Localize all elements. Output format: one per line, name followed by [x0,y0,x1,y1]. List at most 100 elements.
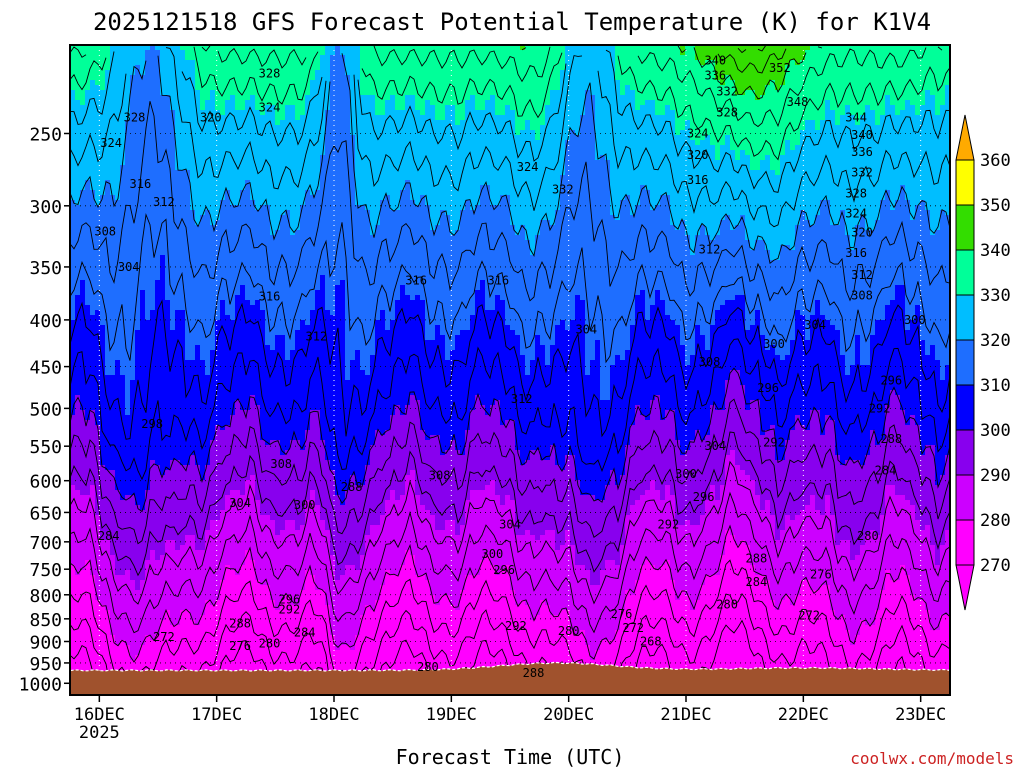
band-cell [250,475,256,561]
band-cell [660,45,666,116]
band-cell [180,45,186,51]
band-cell [535,140,541,236]
band-cell [705,60,711,136]
band-cell [285,595,291,695]
band-cell [865,230,871,366]
band-cell [920,105,926,201]
band-cell [780,45,786,86]
band-cell [690,610,696,695]
band-cell [235,295,241,401]
band-cell [225,425,231,496]
band-cell [560,545,566,611]
band-cell [80,410,86,496]
band-cell [295,530,301,606]
band-cell [760,435,766,511]
band-cell [595,500,601,586]
contour-line [70,367,950,513]
band-cell [690,255,696,356]
band-cell [190,620,196,695]
band-cell [120,640,126,695]
contour-label: 284 [294,626,316,640]
band-cell [375,525,381,601]
band-cell [350,475,356,566]
contour-label: 324 [259,100,281,114]
band-cell [255,300,261,406]
band-cell [865,365,871,456]
band-cell [270,235,276,351]
band-cell [295,230,301,331]
band-cell [215,45,221,111]
band-cell [310,195,316,311]
x-tick-sublabel: 2025 [79,723,120,743]
band-cell [810,45,816,121]
band-cell [550,445,556,531]
band-cell [255,405,261,501]
band-cell [725,135,731,216]
band-cell [500,45,506,116]
band-cell [785,65,791,141]
band-cell [760,95,766,161]
band-cell [305,190,311,326]
band-cell [880,590,886,695]
band-cell [720,485,726,556]
band-cell [750,565,756,695]
band-cell [910,595,916,695]
band-cell [80,495,86,571]
band-cell [680,455,686,526]
band-cell [700,65,706,141]
band-cell [395,405,401,501]
band-cell [700,515,706,586]
band-cell [705,500,711,576]
band-cell [925,355,931,446]
colorbar-segment [955,519,975,566]
band-cell [600,500,606,571]
band-cell [465,575,471,695]
band-cell [515,235,521,336]
contour-label: 292 [869,401,891,415]
band-cell [925,525,931,611]
band-cell [175,625,181,695]
band-cell [795,225,801,311]
band-cell [315,505,321,591]
contour-label: 296 [493,563,515,577]
band-cell [495,400,501,496]
band-cell [450,235,456,351]
contour-label: 300 [763,337,785,351]
band-cell [750,480,756,566]
band-cell [215,110,221,221]
band-cell [170,540,176,626]
band-cell [480,490,486,561]
band-cell [895,45,901,116]
band-cell [145,490,151,561]
band-cell [355,350,361,486]
band-cell [660,115,666,196]
band-cell [780,600,786,695]
contour-label: 272 [153,630,175,644]
band-cell [95,45,101,86]
band-cell [830,610,836,695]
contour-label: 292 [505,619,527,633]
band-cell [305,45,311,96]
band-cell [865,535,871,626]
band-cell [870,530,876,626]
band-cell [440,210,446,336]
band-cell [545,605,551,695]
band-cell [645,420,651,491]
band-cell [205,375,211,466]
band-cell [415,45,421,111]
band-cell [840,465,846,541]
band-cell [745,155,751,241]
band-cell [855,555,861,636]
band-cell [95,425,101,516]
band-cell [625,590,631,695]
band-cell [265,445,271,516]
band-cell [75,575,81,695]
band-cell [925,610,931,695]
band-cell [380,585,386,695]
band-cell [565,140,571,331]
band-cell [475,290,481,396]
band-cell [230,415,236,491]
contour-label: 276 [229,639,251,653]
band-cell [385,430,391,501]
band-cell [195,550,201,626]
